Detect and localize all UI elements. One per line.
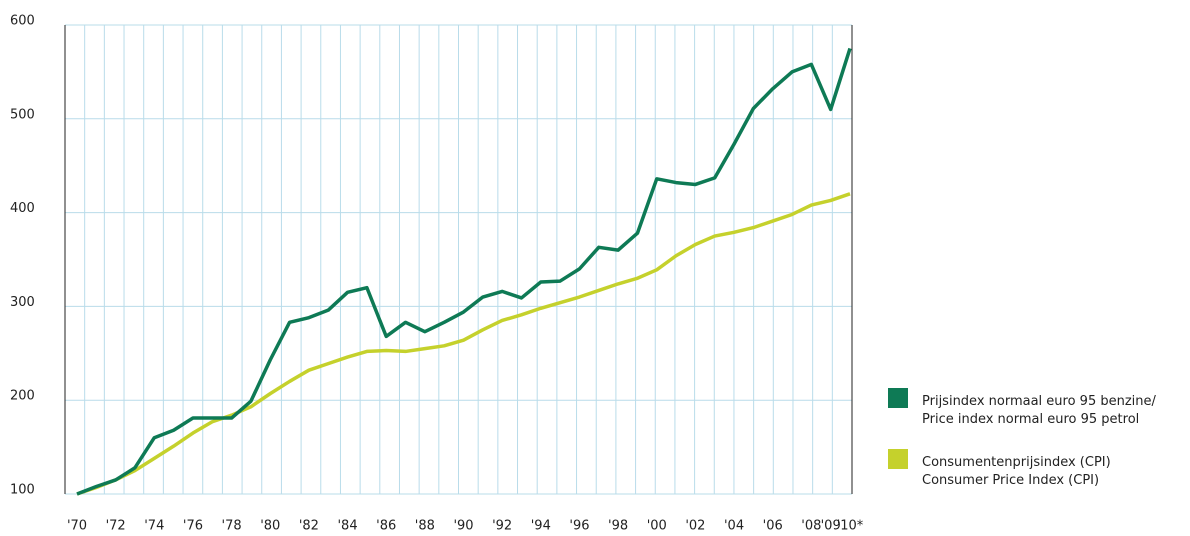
x-tick-label: '98 [608, 519, 628, 534]
x-tick-label: '96 [569, 519, 589, 534]
x-tick-label: '70 [67, 519, 87, 534]
series-line [76, 47, 852, 496]
x-tick-label: '88 [415, 519, 435, 534]
legend-label: Prijsindex normaal euro 95 benzine/ Pric… [922, 394, 1156, 427]
x-tick-label: '94 [531, 519, 551, 534]
legend: Prijsindex normaal euro 95 benzine/ Pric… [888, 388, 1188, 510]
y-tick-label: 500 [10, 107, 35, 122]
x-tick-label: '90 [453, 519, 473, 534]
legend-label: Consumentenprijsindex (CPI) Consumer Pri… [922, 455, 1111, 488]
y-tick-label: 100 [10, 483, 35, 498]
legend-item: Consumentenprijsindex (CPI) Consumer Pri… [888, 449, 1188, 490]
x-tick-label: '82 [299, 519, 319, 534]
legend-swatch [888, 388, 908, 408]
x-tick-label: '08 [801, 519, 821, 534]
x-tick-label: '80 [260, 519, 280, 534]
x-tick-label: '09 [821, 519, 841, 534]
x-tick-label: '74 [144, 519, 164, 534]
legend-swatch [888, 449, 908, 469]
x-tick-label: '00 [647, 519, 667, 534]
x-tick-label: '92 [492, 519, 512, 534]
x-tick-label: '02 [685, 519, 705, 534]
x-tick-label: '78 [222, 519, 242, 534]
x-tick-label: '76 [183, 519, 203, 534]
series-line [76, 192, 851, 496]
y-tick-label: 200 [10, 389, 35, 404]
x-tick-label: '04 [724, 519, 744, 534]
x-tick-label: '86 [376, 519, 396, 534]
x-tick-label: '72 [106, 519, 126, 534]
y-tick-label: 300 [10, 295, 35, 310]
y-tick-label: 400 [10, 201, 35, 216]
x-tick-label: '10* [837, 519, 864, 534]
y-tick-label: 600 [10, 14, 35, 29]
legend-item: Prijsindex normaal euro 95 benzine/ Pric… [888, 388, 1188, 429]
x-tick-label: '06 [763, 519, 783, 534]
x-tick-label: '84 [337, 519, 357, 534]
